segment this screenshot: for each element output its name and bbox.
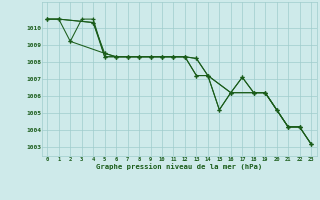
X-axis label: Graphe pression niveau de la mer (hPa): Graphe pression niveau de la mer (hPa) — [96, 163, 262, 170]
